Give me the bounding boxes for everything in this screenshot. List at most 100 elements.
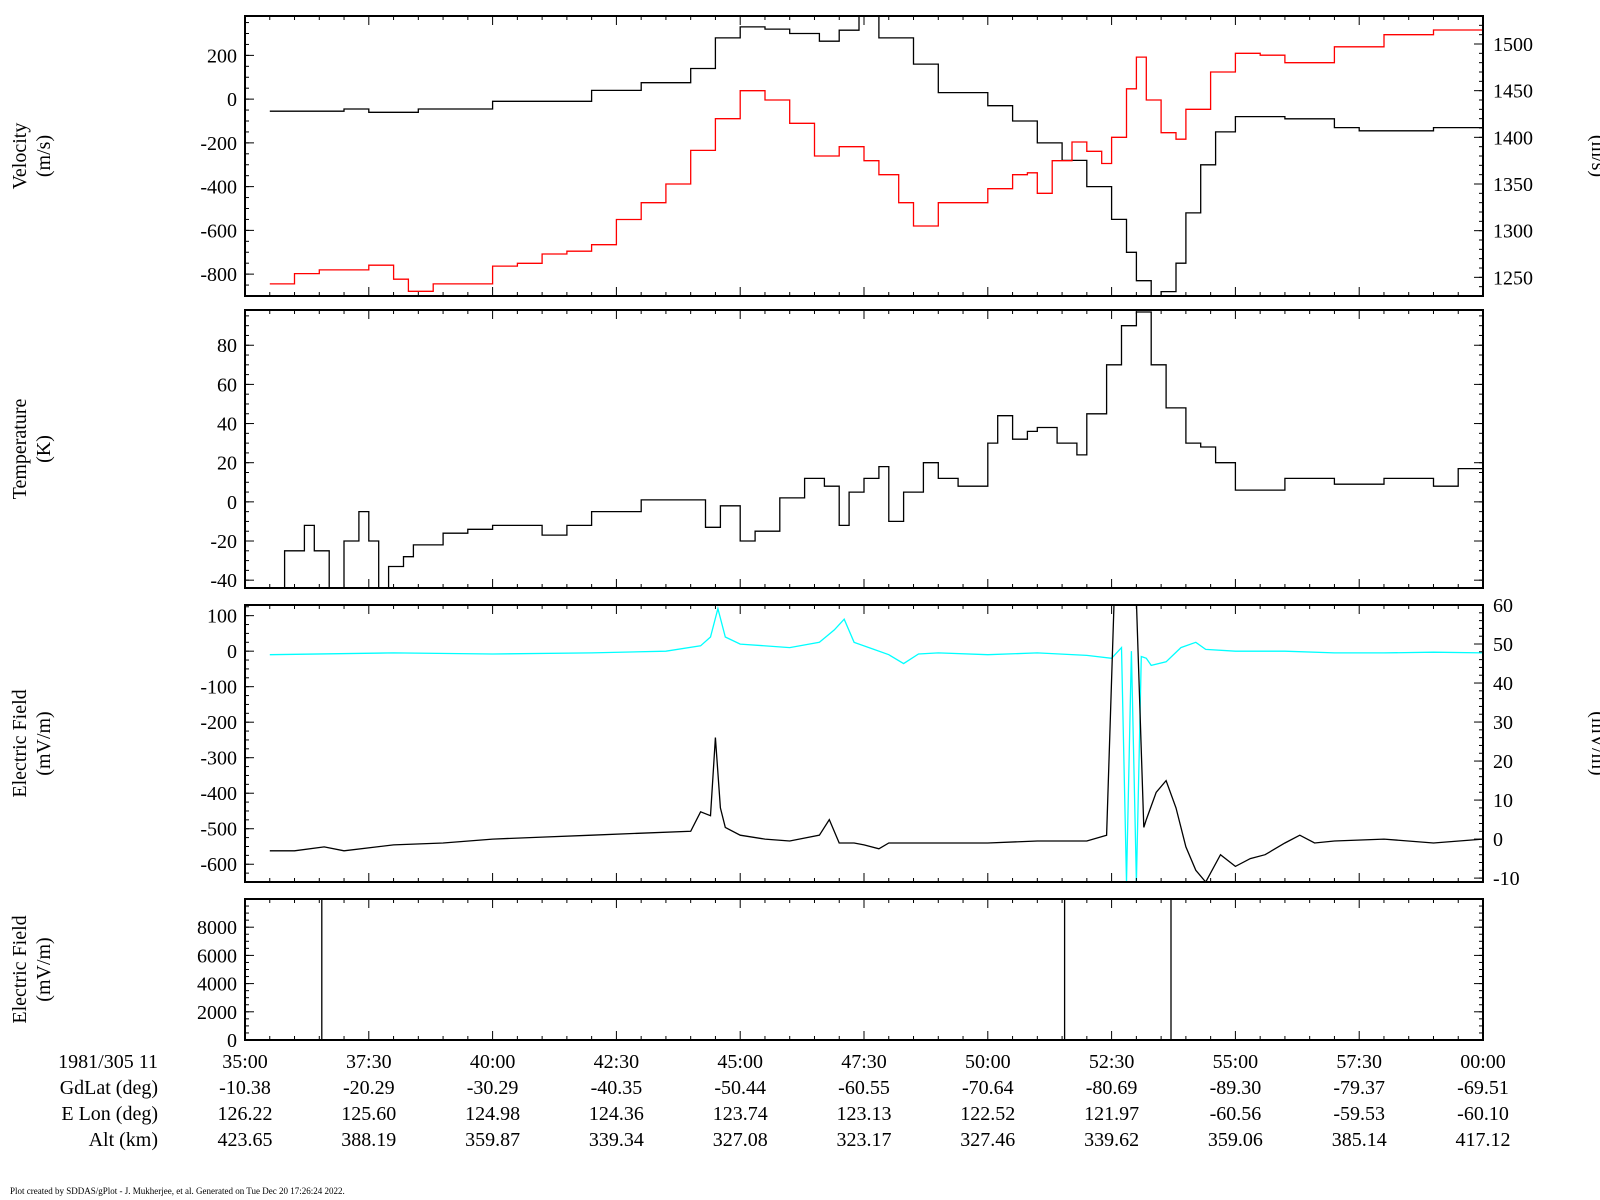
x-axis-annotations: 1981/305 11 35:00 37:30 40:00 42:30 45:00 47:3… xyxy=(58,1051,1510,1151)
panel-electric_field_1: 1000-100-200-300-400-500-600605040302010… xyxy=(9,595,1600,890)
x-tick-label: -20.29 xyxy=(343,1077,395,1099)
y-tick-label: 60 xyxy=(217,374,237,396)
y-axis-title-left: Velocity (m/s) xyxy=(9,123,55,190)
x-tick-label: 126.22 xyxy=(218,1103,273,1125)
x-tick-label: 124.98 xyxy=(465,1103,520,1125)
y-right-tick-label: 1450 xyxy=(1493,81,1533,103)
y-right-tick-label: -10 xyxy=(1493,868,1520,890)
y-tick-label: -40 xyxy=(210,570,237,592)
y-tick-label: 20 xyxy=(217,453,237,475)
x-tick-label: 50:00 xyxy=(965,1051,1011,1073)
y-right-tick-label: 1350 xyxy=(1493,174,1533,196)
y-tick-label: 40 xyxy=(217,414,237,436)
y-tick-label: -300 xyxy=(200,748,237,770)
x-tick-label: 40:00 xyxy=(470,1051,516,1073)
x-tick-label: 123.13 xyxy=(837,1103,892,1125)
y-right-tick-label: 40 xyxy=(1493,673,1513,695)
x-tick-label: 125.60 xyxy=(341,1103,396,1125)
y-tick-label: -20 xyxy=(210,531,237,553)
x-tick-label: 42:30 xyxy=(594,1051,640,1073)
y-tick-label: 80 xyxy=(217,335,237,357)
y-right-tick-label: 30 xyxy=(1493,712,1513,734)
panel-velocity: 200 0 -200 -400 -600 -800 1500 1450 1400 1350 1300… xyxy=(9,15,1600,297)
x-row-label: 1981/305 11 xyxy=(58,1051,158,1073)
x-tick-label: -30.29 xyxy=(467,1077,519,1099)
series-electric_field_1-1 xyxy=(269,605,1483,882)
y-tick-label: -200 xyxy=(200,712,237,734)
y-right-tick-label: 10 xyxy=(1493,790,1513,812)
series-velocity-0 xyxy=(269,16,1483,296)
y-axis-title-right: Electric Field(mV/m) xyxy=(1587,689,1600,797)
x-tick-label: -60.10 xyxy=(1457,1103,1509,1125)
x-tick-label: 417.12 xyxy=(1456,1129,1511,1151)
x-tick-label: -60.56 xyxy=(1210,1103,1262,1125)
y-tick-label: 0 xyxy=(227,89,237,111)
x-tick-label: 423.65 xyxy=(218,1129,273,1151)
y-tick-label: -800 xyxy=(200,264,237,286)
y-tick-label: 4000 xyxy=(197,974,237,996)
x-tick-label: -80.69 xyxy=(1086,1077,1138,1099)
y-tick-label: -600 xyxy=(200,220,237,242)
x-tick-label: 122.52 xyxy=(960,1103,1015,1125)
y-tick-label: -500 xyxy=(200,819,237,841)
x-tick-label: 359.87 xyxy=(465,1129,520,1151)
panel-frame xyxy=(244,309,1484,589)
panel-frame xyxy=(244,604,1484,883)
x-tick-label: -40.35 xyxy=(591,1077,643,1099)
y-right-tick-label: 1400 xyxy=(1493,127,1533,149)
x-tick-label: -70.64 xyxy=(962,1077,1014,1099)
x-tick-label: 47:30 xyxy=(841,1051,887,1073)
x-tick-label: -79.37 xyxy=(1333,1077,1385,1099)
series-velocity-1 xyxy=(269,20,1483,292)
x-row-label: Alt (km) xyxy=(89,1129,158,1151)
y-right-tick-label: 20 xyxy=(1493,751,1513,773)
y-tick-label: -400 xyxy=(200,177,237,199)
x-tick-label: 55:00 xyxy=(1213,1051,1259,1073)
y-tick-label: -100 xyxy=(200,677,237,699)
x-tick-label: 45:00 xyxy=(717,1051,763,1073)
y-tick-label: 8000 xyxy=(197,917,237,939)
series-electric_field_1-0 xyxy=(269,606,1483,882)
x-tick-label: 339.34 xyxy=(589,1129,644,1151)
panel-temperature: 80 60 40 20 0 -20 -40 Temperature (K) xyxy=(9,309,1484,592)
y-tick-label: 2000 xyxy=(197,1002,237,1024)
x-tick-label: 00:00 xyxy=(1460,1051,1506,1073)
x-tick-label: 35:00 xyxy=(222,1051,268,1073)
y-right-tick-label: 1250 xyxy=(1493,267,1533,289)
x-row-label: GdLat (deg) xyxy=(60,1077,158,1099)
x-tick-label: 123.74 xyxy=(713,1103,768,1125)
y-tick-label: 200 xyxy=(207,45,237,67)
x-tick-label: 359.06 xyxy=(1208,1129,1263,1151)
panel-frame xyxy=(244,898,1484,1041)
y-tick-label: 100 xyxy=(207,606,237,628)
x-tick-label: 323.17 xyxy=(837,1129,892,1151)
x-tick-label: -89.30 xyxy=(1210,1077,1262,1099)
x-tick-label: -69.51 xyxy=(1457,1077,1509,1099)
x-tick-label: 385.14 xyxy=(1332,1129,1387,1151)
series-temperature-0 xyxy=(269,311,1483,588)
x-tick-label: -59.53 xyxy=(1333,1103,1385,1125)
series-electric_field_2-0 xyxy=(245,899,1483,1040)
y-right-tick-label: 1500 xyxy=(1493,34,1533,56)
x-tick-label: 327.08 xyxy=(713,1129,768,1151)
y-right-tick-label: 60 xyxy=(1493,595,1513,617)
x-tick-label: 327.46 xyxy=(960,1129,1015,1151)
y-tick-label: -200 xyxy=(200,133,237,155)
x-tick-label: 339.62 xyxy=(1084,1129,1139,1151)
y-axis-title-left: Temperature (K) xyxy=(9,398,55,499)
y-axis-title-left: Electric Field (mV/m) xyxy=(9,915,55,1023)
x-tick-label: 57:30 xyxy=(1336,1051,1382,1073)
footer-credit: Plot created by SDDAS/gPlot - J. Mukherj… xyxy=(10,1186,345,1196)
x-tick-label: 121.97 xyxy=(1084,1103,1139,1125)
x-row-label: E Lon (deg) xyxy=(61,1103,158,1125)
x-tick-label: 52:30 xyxy=(1089,1051,1135,1073)
y-axis-title-left: Electric Field (mV/m) xyxy=(9,689,55,797)
panel-electric_field_2: 8000 6000 4000 2000 0 Electric Field (mV/m) xyxy=(9,898,1484,1052)
x-tick-label: 37:30 xyxy=(346,1051,392,1073)
x-tick-label: -10.38 xyxy=(219,1077,271,1099)
y-right-tick-label: 50 xyxy=(1493,634,1513,656)
x-tick-label: -50.44 xyxy=(714,1077,766,1099)
y-tick-label: 0 xyxy=(227,641,237,663)
y-right-tick-label: 1300 xyxy=(1493,221,1533,243)
